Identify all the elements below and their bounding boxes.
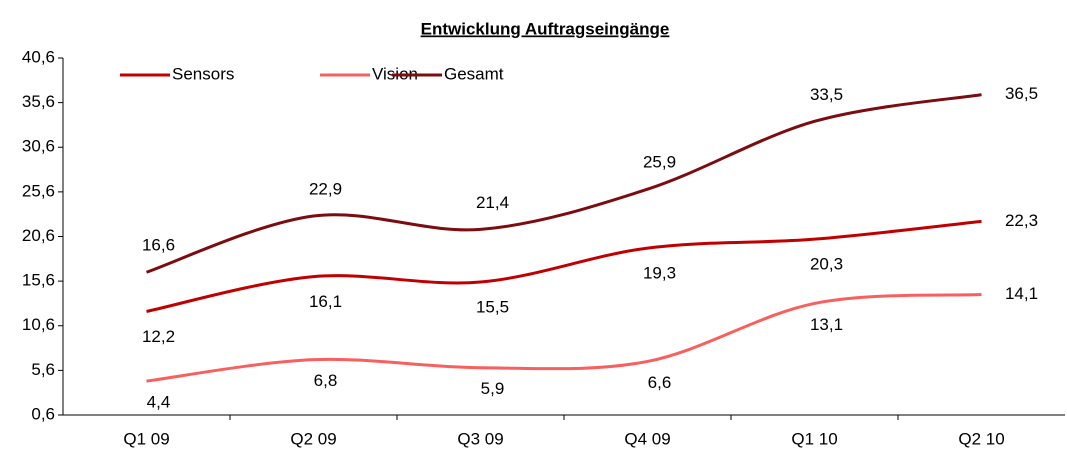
data-label: 36,5 bbox=[1005, 84, 1038, 103]
data-label: 22,3 bbox=[1005, 211, 1038, 230]
y-tick-label: 40,6 bbox=[22, 47, 55, 66]
chart-title: Entwicklung Auftragseingänge bbox=[421, 19, 670, 38]
data-label: 4,4 bbox=[147, 393, 171, 412]
data-label: 22,9 bbox=[309, 179, 342, 198]
line bbox=[146, 93, 982, 274]
data-label: 20,3 bbox=[810, 255, 843, 274]
x-tick-label: Q2 10 bbox=[958, 429, 1004, 448]
y-tick-label: 30,6 bbox=[22, 137, 55, 156]
y-tick-label: 15,6 bbox=[22, 271, 55, 290]
y-tick-label: 35,6 bbox=[22, 92, 55, 111]
y-tick-label: 0,6 bbox=[31, 404, 55, 423]
data-label: 16,1 bbox=[309, 292, 342, 311]
x-tick-label: Q4 09 bbox=[624, 429, 670, 448]
x-tick-label: Q3 09 bbox=[457, 429, 503, 448]
x-tick-label: Q1 10 bbox=[791, 429, 837, 448]
data-label: 16,6 bbox=[142, 236, 175, 255]
x-tick-label: Q2 09 bbox=[290, 429, 336, 448]
data-label: 6,6 bbox=[648, 373, 672, 392]
data-label: 14,1 bbox=[1005, 284, 1038, 303]
data-label: 13,1 bbox=[810, 315, 843, 334]
y-tick-label: 25,6 bbox=[22, 181, 55, 200]
legend-label: Gesamt bbox=[444, 64, 504, 83]
y-tick-label: 5,6 bbox=[31, 360, 55, 379]
legend-label: Sensors bbox=[172, 64, 234, 83]
data-label: 5,9 bbox=[481, 379, 505, 398]
line bbox=[146, 219, 982, 313]
data-label: 15,5 bbox=[476, 298, 509, 317]
data-label: 19,3 bbox=[643, 264, 676, 283]
line bbox=[146, 293, 982, 383]
data-label: 12,2 bbox=[142, 327, 175, 346]
y-tick-label: 10,6 bbox=[22, 315, 55, 334]
data-label: 33,5 bbox=[810, 85, 843, 104]
data-label: 25,9 bbox=[643, 153, 676, 172]
y-tick-label: 20,6 bbox=[22, 226, 55, 245]
data-label: 6,8 bbox=[314, 371, 338, 390]
x-tick-label: Q1 09 bbox=[123, 429, 169, 448]
data-label: 21,4 bbox=[476, 193, 509, 212]
